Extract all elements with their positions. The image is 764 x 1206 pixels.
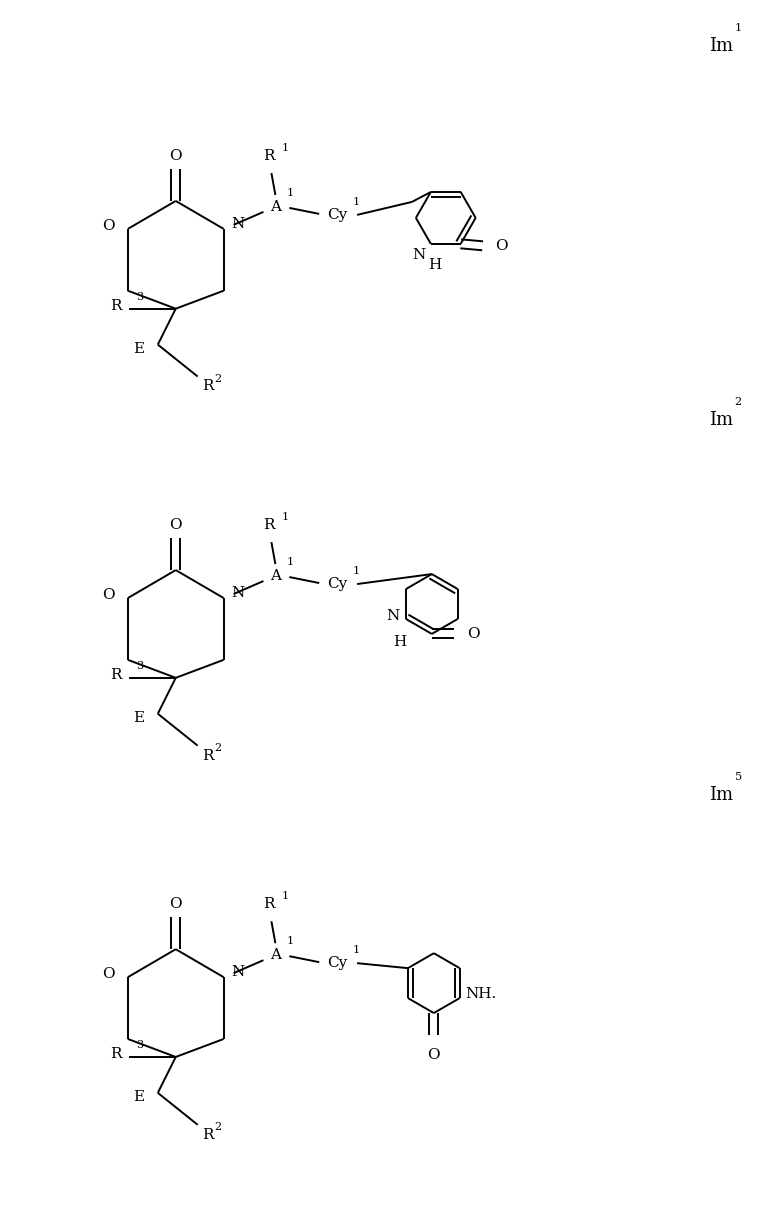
Text: R: R (263, 150, 274, 163)
Text: O: O (102, 218, 115, 233)
Text: 3: 3 (136, 1040, 143, 1050)
Text: 1: 1 (281, 144, 289, 153)
Text: 1: 1 (353, 566, 361, 576)
Text: O: O (170, 897, 182, 912)
Text: A: A (270, 200, 281, 213)
Text: O: O (428, 1048, 440, 1062)
Text: N: N (387, 609, 400, 624)
Text: NH.: NH. (466, 987, 497, 1001)
Text: O: O (102, 589, 115, 602)
Text: R: R (111, 299, 122, 312)
Text: 3: 3 (136, 661, 143, 671)
Text: 2: 2 (735, 398, 742, 408)
Text: 2: 2 (215, 374, 222, 384)
Text: R: R (263, 519, 274, 532)
Text: 1: 1 (735, 23, 742, 34)
Text: 2: 2 (215, 743, 222, 753)
Text: 3: 3 (136, 292, 143, 302)
Text: A: A (270, 948, 281, 962)
Text: H: H (393, 634, 406, 649)
Text: Im: Im (709, 37, 733, 55)
Text: R: R (263, 897, 274, 912)
Text: N: N (413, 247, 426, 262)
Text: R: R (111, 668, 122, 681)
Text: R: R (202, 749, 213, 762)
Text: N: N (231, 217, 244, 230)
Text: 5: 5 (735, 772, 742, 781)
Text: Im: Im (709, 411, 733, 429)
Text: N: N (231, 965, 244, 979)
Text: O: O (170, 150, 182, 163)
Text: R: R (202, 1128, 213, 1142)
Text: 2: 2 (215, 1122, 222, 1131)
Text: O: O (170, 519, 182, 532)
Text: 1: 1 (353, 197, 361, 207)
Text: O: O (467, 627, 479, 640)
Text: 1: 1 (286, 936, 293, 947)
Text: 1: 1 (286, 557, 293, 567)
Text: E: E (133, 710, 144, 725)
Text: Cy: Cy (327, 576, 348, 591)
Text: Im: Im (709, 785, 733, 803)
Text: R: R (111, 1047, 122, 1061)
Text: O: O (102, 967, 115, 982)
Text: A: A (270, 569, 281, 582)
Text: 1: 1 (281, 891, 289, 901)
Text: N: N (231, 586, 244, 601)
Text: R: R (202, 380, 213, 393)
Text: 1: 1 (286, 188, 293, 198)
Text: O: O (496, 239, 508, 253)
Text: 1: 1 (353, 946, 361, 955)
Text: 1: 1 (281, 513, 289, 522)
Text: E: E (133, 1090, 144, 1103)
Text: Cy: Cy (327, 207, 348, 222)
Text: H: H (428, 258, 442, 271)
Text: Cy: Cy (327, 956, 348, 970)
Text: E: E (133, 341, 144, 356)
